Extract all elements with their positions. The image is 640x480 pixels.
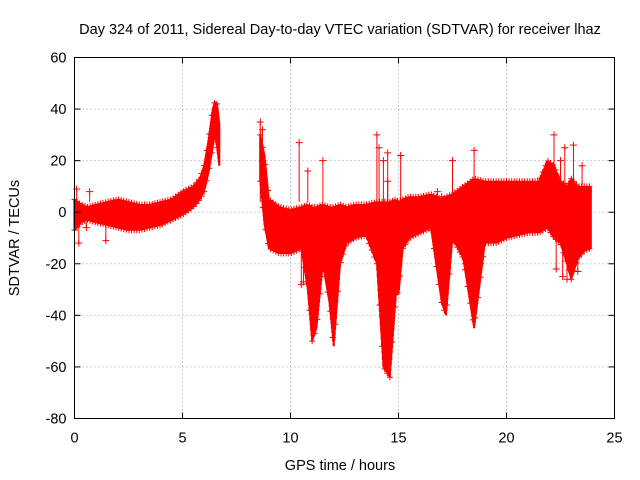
outlier-marker bbox=[295, 139, 303, 147]
x-tick-label: 25 bbox=[606, 431, 622, 447]
outlier-marker bbox=[546, 162, 554, 170]
outlier-marker bbox=[75, 239, 83, 247]
outlier-marker bbox=[585, 188, 593, 196]
outlier-marker bbox=[449, 157, 456, 165]
x-axis-label: GPS time / hours bbox=[285, 458, 395, 474]
outlier-marker bbox=[438, 193, 446, 201]
outlier-marker bbox=[466, 182, 474, 190]
outlier-marker bbox=[304, 167, 312, 175]
data-band bbox=[71, 99, 221, 234]
outlier-marker bbox=[379, 157, 387, 165]
y-tick-label: -40 bbox=[46, 308, 67, 324]
x-tick-label: 20 bbox=[498, 431, 514, 447]
outlier-marker bbox=[258, 126, 266, 134]
x-tick-label: 15 bbox=[390, 431, 406, 447]
outlier-marker bbox=[103, 208, 111, 216]
y-tick-label: 40 bbox=[50, 102, 66, 118]
outlier-marker bbox=[569, 141, 577, 149]
outlier-marker bbox=[299, 278, 307, 286]
outlier-marker bbox=[557, 157, 564, 165]
outlier-marker bbox=[472, 247, 480, 255]
outlier-marker bbox=[384, 149, 392, 157]
outlier-marker bbox=[455, 193, 463, 201]
outlier-marker bbox=[574, 268, 582, 276]
y-tick-label: -80 bbox=[46, 412, 67, 428]
outlier-marker bbox=[559, 273, 567, 281]
tick-labels: 0 5 10 15 20 25 -80 -60 -40 -20 0 20 40 60 bbox=[46, 51, 623, 447]
outlier-marker bbox=[552, 265, 560, 273]
outlier-marker bbox=[397, 151, 405, 159]
x-tick-label: 5 bbox=[178, 431, 186, 447]
outlier-marker bbox=[373, 131, 381, 139]
plot-frame bbox=[74, 57, 615, 419]
outlier-marker bbox=[470, 146, 478, 154]
outlier-marker bbox=[256, 118, 264, 126]
outlier-marker bbox=[442, 260, 450, 268]
outlier-marker bbox=[578, 162, 586, 170]
outlier-marker bbox=[403, 234, 411, 242]
y-tick-label: 20 bbox=[50, 154, 66, 170]
y-tick-label: -20 bbox=[46, 257, 67, 273]
outlier-marker bbox=[102, 237, 110, 245]
outlier-marker bbox=[319, 157, 327, 165]
y-tick-label: 60 bbox=[50, 51, 66, 67]
outlier-points bbox=[73, 118, 593, 288]
outlier-marker bbox=[384, 177, 392, 185]
data-band-spikes bbox=[73, 101, 221, 231]
axis-ticks bbox=[74, 57, 615, 419]
outlier-marker bbox=[433, 188, 441, 196]
outlier-marker bbox=[82, 224, 90, 232]
outlier-marker bbox=[86, 188, 94, 196]
outlier-marker bbox=[563, 275, 571, 283]
chart-title: Day 324 of 2011, Sidereal Day-to-day VTE… bbox=[79, 22, 601, 38]
outlier-marker bbox=[461, 260, 469, 268]
outlier-marker bbox=[550, 131, 558, 139]
outlier-marker bbox=[375, 144, 383, 152]
x-tick-label: 10 bbox=[282, 431, 298, 447]
y-axis-label: SDTVAR / TECUs bbox=[7, 180, 23, 296]
outlier-marker bbox=[561, 144, 569, 152]
y-tick-label: -60 bbox=[46, 360, 67, 376]
outlier-marker bbox=[477, 260, 485, 268]
y-tick-label: 0 bbox=[58, 205, 66, 221]
data-series bbox=[71, 99, 593, 381]
x-tick-label: 0 bbox=[70, 431, 78, 447]
